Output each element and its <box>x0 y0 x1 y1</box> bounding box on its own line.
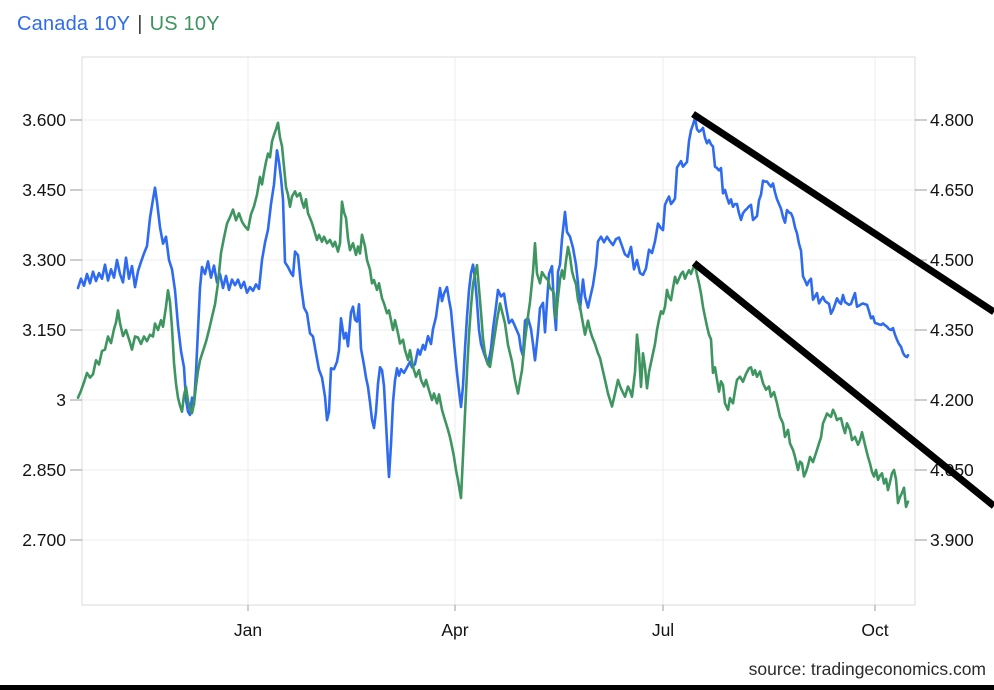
plot-frame <box>81 56 916 606</box>
legend-separator: | <box>137 13 143 35</box>
source-attribution: source: tradingeconomics.com <box>748 659 986 679</box>
right-axis-label: 4.200 <box>930 390 974 410</box>
right-axis-label: 4.500 <box>930 250 974 270</box>
trendline-2 <box>691 260 994 509</box>
left-axis-label: 2.700 <box>22 530 66 550</box>
left-axis-label: 3.300 <box>22 250 66 270</box>
right-axis-label: 3.900 <box>930 530 974 550</box>
x-axis-month-label: Jul <box>652 620 674 640</box>
left-axis-label: 2.850 <box>22 460 66 480</box>
right-axis-label: 4.800 <box>930 110 974 130</box>
widget-bottom-bar <box>0 685 994 690</box>
legend: Canada 10Y | US 10Y <box>17 11 220 37</box>
trendline-1 <box>691 111 994 315</box>
left-axis-label: 3.450 <box>22 180 66 200</box>
x-axis-month-label: Oct <box>861 620 888 640</box>
x-axis-month-label: Jan <box>234 620 262 640</box>
right-axis-label: 4.350 <box>930 320 974 340</box>
series-line-us-10y[interactable] <box>76 121 910 509</box>
legend-canada-10y[interactable]: Canada 10Y <box>17 13 131 35</box>
legend-us-10y[interactable]: US 10Y <box>149 13 220 35</box>
right-axis-label: 4.650 <box>930 180 974 200</box>
left-axis-label: 3.150 <box>22 320 66 340</box>
left-axis-label: 3 <box>56 390 66 410</box>
x-axis-month-label: Apr <box>441 620 468 640</box>
left-axis-label: 3.600 <box>22 110 66 130</box>
